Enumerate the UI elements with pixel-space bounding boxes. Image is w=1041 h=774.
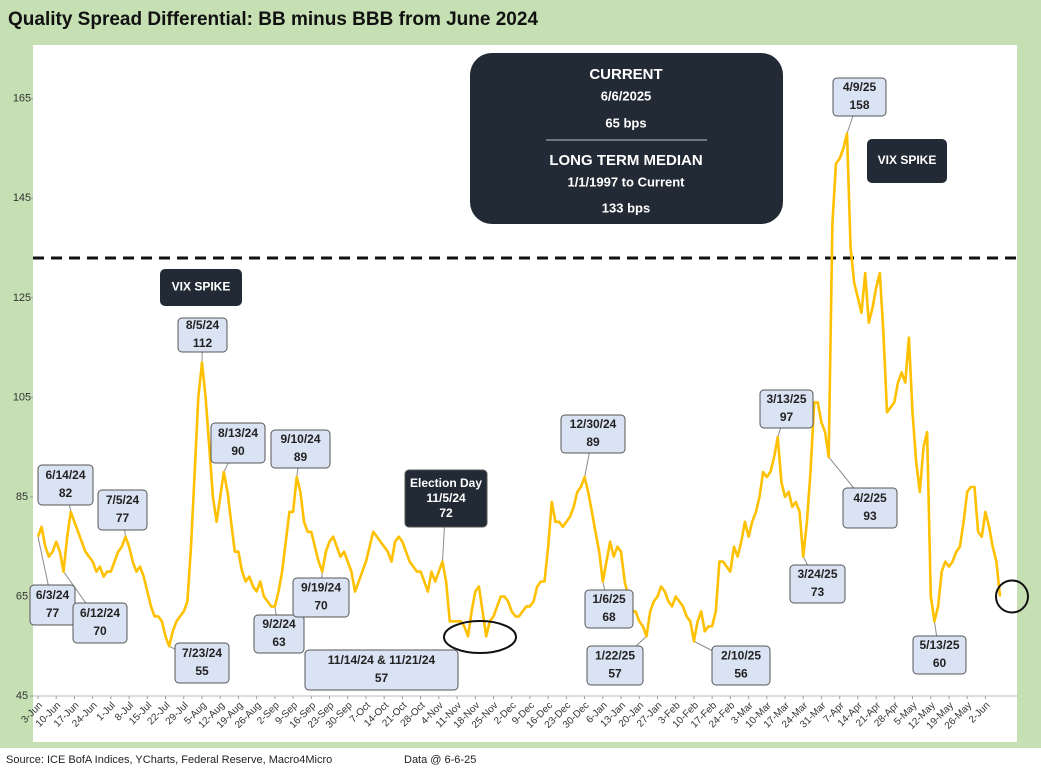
info-bg (470, 53, 783, 224)
callout-value: 82 (59, 486, 73, 500)
info-text: CURRENT (589, 66, 662, 83)
callout-value: 90 (231, 444, 245, 458)
highlight-circle (995, 579, 1029, 614)
callout-value: 63 (272, 635, 286, 649)
callout-value: 72 (439, 506, 453, 520)
callout-box (97, 489, 148, 531)
callout-box (177, 317, 228, 353)
vix-box (160, 269, 242, 306)
callout-value: 57 (375, 671, 389, 685)
callout-box (270, 429, 331, 469)
callout-date: 6/14/24 (45, 468, 85, 482)
callout-value: 73 (811, 585, 825, 599)
callout-date: 11/14/24 & 11/21/24 (328, 653, 436, 667)
callout-date: 11/5/24 (426, 491, 466, 505)
info-text: 65 bps (605, 115, 646, 130)
callout-box (210, 422, 266, 464)
callout-box (174, 642, 230, 684)
callout-value: 112 (193, 336, 213, 350)
callout-date: 7/23/24 (182, 646, 222, 660)
callout-value: 158 (849, 98, 869, 112)
y-tick-label: 85 (16, 491, 28, 503)
callout-value: 89 (586, 435, 600, 449)
data-date: Data @ 6-6-25 (404, 754, 476, 766)
callout-box (842, 487, 898, 529)
callout-box (711, 645, 771, 686)
callout-value: 60 (933, 656, 947, 670)
callout-date: 3/13/25 (766, 392, 806, 406)
callout-value: 70 (93, 624, 107, 638)
callout-box (832, 77, 887, 117)
callout-date: 1/22/25 (595, 649, 635, 663)
callout-date: 9/19/24 (301, 581, 341, 595)
callout-date: 6/3/24 (36, 588, 70, 602)
vix-label: VIX SPIKE (172, 280, 231, 294)
callout-value: 89 (294, 450, 308, 464)
callout-date: 1/6/25 (592, 592, 626, 606)
callout-box (72, 602, 128, 644)
callout-value: 57 (608, 667, 622, 681)
callout-title: Election Day (410, 476, 482, 490)
callout-date: 9/2/24 (262, 617, 296, 631)
y-tick-label: 145 (13, 192, 31, 204)
callout-box (37, 464, 94, 506)
callout-date: 5/13/25 (919, 638, 959, 652)
callout-box (586, 645, 644, 686)
callout-value: 70 (314, 599, 328, 613)
callout-box (560, 414, 626, 454)
source: Source: ICE BofA Indices, YCharts, Feder… (6, 754, 332, 766)
callout-date: 4/9/25 (843, 80, 877, 94)
callout-date: 4/2/25 (853, 491, 887, 505)
callout-date: 7/5/24 (106, 493, 140, 507)
callout-value: 56 (734, 667, 748, 681)
y-tick-label: 65 (16, 590, 28, 602)
callout-date: 12/30/24 (570, 417, 617, 431)
callout-box (404, 469, 488, 528)
callout-value: 68 (602, 610, 616, 624)
series-line (36, 132, 1002, 648)
info-text: LONG TERM MEDIAN (549, 152, 702, 169)
callout-date: 8/5/24 (186, 318, 220, 332)
callout-value: 93 (863, 509, 877, 523)
callout-box (253, 614, 305, 654)
info-text: 6/6/2025 (601, 88, 652, 103)
callout-box (584, 589, 634, 629)
info-text: 133 bps (602, 200, 650, 215)
vix-label: VIX SPIKE (878, 153, 937, 167)
y-tick-label: 105 (13, 391, 31, 403)
callout-value: 77 (46, 606, 60, 620)
callout-box (789, 564, 846, 604)
callout-date: 2/10/25 (721, 649, 761, 663)
callout-box (912, 635, 967, 675)
highlight-circle (443, 620, 517, 654)
callout-value: 77 (116, 511, 130, 525)
callout-date: 9/10/24 (280, 432, 320, 446)
chart-title: Quality Spread Differential: BB minus BB… (8, 9, 538, 30)
callout-date: 6/12/24 (80, 606, 120, 620)
y-tick-label: 45 (16, 690, 28, 702)
callout-box (759, 389, 814, 429)
y-tick-label: 125 (13, 292, 31, 304)
callout-date: 3/24/25 (797, 567, 837, 581)
callout-value: 55 (195, 664, 209, 678)
callout-value: 97 (780, 410, 794, 424)
y-tick-label: 165 (13, 93, 31, 105)
callout-box (304, 649, 459, 691)
info-text: 1/1/1997 to Current (567, 174, 685, 189)
info-box: CURRENT 6/6/2025 65 bps LONG TERM MEDIAN… (470, 53, 783, 224)
callout-date: 8/13/24 (218, 426, 258, 440)
callout-box (292, 577, 350, 618)
vix-box (867, 139, 947, 183)
